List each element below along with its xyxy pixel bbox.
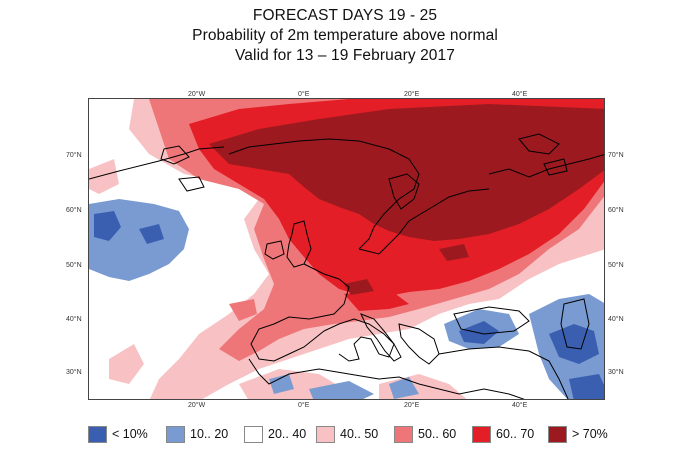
legend-item-40-50: 40.. 50	[316, 424, 378, 444]
lat-label-right-30n: 30°N	[608, 369, 624, 376]
probability-map-svg	[89, 99, 604, 399]
lon-label-bottom-20e: 20°E	[404, 402, 420, 409]
lat-label-left-40n: 40°N	[66, 316, 82, 323]
legend-swatch-40-50	[316, 425, 335, 443]
legend-item-10-20: 10.. 20	[166, 424, 228, 444]
legend-swatch-lt-10	[88, 425, 107, 443]
title-block: FORECAST DAYS 19 - 25 Probability of 2m …	[0, 6, 690, 66]
lon-label-top-20w: 20°W	[188, 91, 206, 98]
legend-item-50-60: 50.. 60	[394, 424, 456, 444]
legend-item-gt-70: > 70%	[548, 424, 608, 444]
legend-label-gt-70: > 70%	[572, 427, 608, 441]
lat-label-left-70n: 70°N	[66, 152, 82, 159]
lon-label-bottom-40e: 40°E	[512, 402, 528, 409]
legend-item-20-40: 20.. 40	[244, 424, 306, 444]
legend-item-lt-10: < 10%	[88, 424, 148, 444]
legend-label-20-40: 20.. 40	[268, 427, 307, 441]
legend-swatch-60-70	[472, 425, 491, 443]
legend-swatch-20-40	[244, 425, 263, 443]
prob-zone-gt-70	[209, 104, 604, 295]
coastlines	[89, 133, 604, 399]
legend-swatch-50-60	[394, 425, 413, 443]
legend-label-50-60: 50.. 60	[418, 427, 457, 441]
lat-label-right-70n: 70°N	[608, 152, 624, 159]
lat-label-left-50n: 50°N	[66, 262, 82, 269]
legend-label-40-50: 40.. 50	[340, 427, 379, 441]
lon-label-top-40e: 40°E	[512, 91, 528, 98]
legend-label-60-70: 60.. 70	[496, 427, 535, 441]
title-line-3: Valid for 13 – 19 February 2017	[235, 47, 455, 64]
lat-label-right-50n: 50°N	[608, 262, 624, 269]
title-line-2: Probability of 2m temperature above norm…	[192, 27, 498, 44]
lon-label-bottom-20w: 20°W	[188, 402, 206, 409]
legend: < 10% 10.. 20 20.. 40 40.. 50 50.. 60 60…	[88, 424, 618, 444]
legend-label-lt-10: < 10%	[112, 427, 148, 441]
lat-label-right-40n: 40°N	[608, 316, 624, 323]
legend-label-10-20: 10.. 20	[190, 427, 229, 441]
lon-label-top-0e: 0°E	[298, 91, 310, 98]
legend-swatch-gt-70	[548, 425, 567, 443]
lon-label-top-20e: 20°E	[404, 91, 420, 98]
probability-map	[88, 98, 605, 400]
legend-item-60-70: 60.. 70	[472, 424, 534, 444]
lat-label-left-30n: 30°N	[66, 369, 82, 376]
lon-label-bottom-0e: 0°E	[298, 402, 310, 409]
lat-label-left-60n: 60°N	[66, 207, 82, 214]
title-line-1: FORECAST DAYS 19 - 25	[252, 7, 438, 24]
legend-swatch-10-20	[166, 425, 185, 443]
lat-label-right-60n: 60°N	[608, 207, 624, 214]
